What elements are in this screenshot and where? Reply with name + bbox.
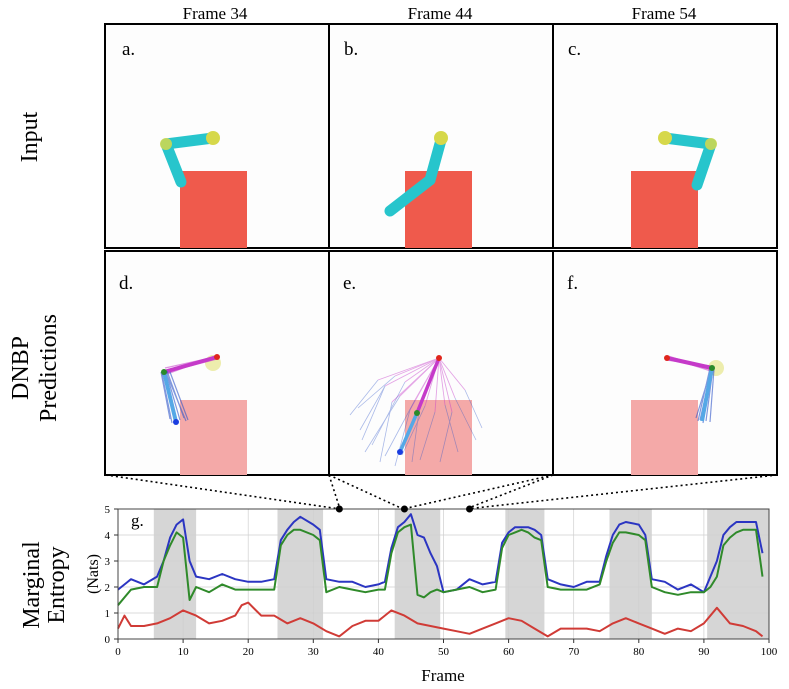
column-title-frame-44: Frame 44: [407, 4, 473, 23]
x-tick-label: 10: [178, 646, 190, 658]
base-joint-marker: [214, 354, 220, 360]
panel-letter-g: g.: [131, 511, 144, 530]
base-joint: [434, 131, 448, 145]
end-effector-marker: [173, 419, 179, 425]
y-axis-units: (Nats): [85, 554, 102, 594]
frame-marker-44: [400, 505, 408, 513]
link-2-estimate: [398, 412, 419, 453]
block: [180, 171, 247, 248]
block-faded: [180, 400, 247, 475]
elbow-joint: [705, 138, 717, 150]
entropy-chart: 0 10 20 30 40 50 60 70 80 90 100 0 1 2 3 4 5 g. Frame (N…: [85, 504, 778, 685]
base-joint: [206, 131, 220, 145]
y-tick-label: 0: [105, 634, 111, 646]
end-effector-marker: [397, 449, 403, 455]
x-tick-label: 100: [761, 646, 778, 658]
x-tick-label: 80: [633, 646, 645, 658]
axis-ticks: 0 10 20 30 40 50 60 70 80 90 100 0 1 2 3 4 5: [105, 504, 778, 658]
series-lines: [117, 513, 764, 638]
base-joint-marker: [664, 355, 670, 361]
arm-link-2: [691, 138, 717, 191]
panel-input-frame-54: c.: [552, 23, 778, 249]
panel-prediction-frame-34: d.: [104, 250, 330, 476]
panel-letter-f: f.: [567, 273, 578, 294]
shaded-region-2: [394, 509, 441, 639]
x-tick-label: 60: [503, 646, 515, 658]
link-1-estimate: [163, 355, 218, 374]
y-tick-label: 2: [105, 582, 111, 594]
arm-link-1: [160, 132, 219, 150]
link-1-estimate: [415, 357, 441, 414]
elbow-joint-marker: [709, 365, 715, 371]
x-tick-label: 20: [243, 646, 255, 658]
block-faded: [631, 400, 698, 475]
block: [405, 171, 472, 248]
x-tick-label: 50: [438, 646, 450, 658]
link-1-particles: [377, 357, 466, 413]
series-green-line: [117, 523, 764, 606]
frame-marker-34: [335, 505, 343, 513]
panel-input-frame-44: b.: [328, 23, 554, 249]
panel-prediction-frame-54: f.: [552, 250, 778, 476]
arm-link-1: [659, 132, 717, 150]
x-axis-label: Frame: [421, 666, 464, 685]
arm-link-2: [384, 174, 436, 217]
x-tick-label: 0: [115, 646, 121, 658]
base-joint: [658, 131, 672, 145]
panel-letter-a: a.: [122, 39, 135, 60]
link-2-estimate: [700, 367, 714, 422]
column-title-frame-54: Frame 54: [631, 4, 697, 23]
elbow-joint-marker: [161, 369, 167, 375]
x-tick-label: 30: [308, 646, 320, 658]
panel-letter-c: c.: [568, 39, 581, 60]
y-tick-label: 1: [105, 608, 111, 620]
arm-link-2: [160, 138, 187, 188]
panel-prediction-frame-44: e.: [328, 250, 554, 476]
panel-letter-b: b.: [344, 39, 358, 60]
y-tick-label: 3: [105, 556, 111, 568]
x-tick-label: 40: [373, 646, 385, 658]
y-tick-label: 5: [105, 504, 111, 516]
link-1-estimate: [666, 356, 713, 370]
panel-letter-d: d.: [119, 273, 133, 294]
link-2-estimate: [162, 371, 178, 423]
x-tick-label: 90: [698, 646, 710, 658]
column-title-frame-34: Frame 34: [182, 4, 248, 23]
shaded-region-1: [277, 509, 324, 639]
frame-markers: [335, 505, 474, 513]
x-tick-label: 70: [568, 646, 580, 658]
frame-marker-54: [466, 505, 474, 513]
frame-connectors: [105, 474, 778, 510]
base-joint-marker: [436, 355, 442, 361]
block: [631, 171, 698, 248]
y-tick-label: 4: [105, 530, 111, 542]
series-red-line: [117, 601, 764, 638]
elbow-joint-marker: [414, 410, 420, 416]
arm-link-1: [424, 134, 447, 186]
panel-letter-e: e.: [343, 273, 356, 294]
panel-input-frame-34: a.: [104, 23, 330, 249]
elbow-joint: [160, 138, 172, 150]
link-2-particles: [349, 375, 483, 467]
